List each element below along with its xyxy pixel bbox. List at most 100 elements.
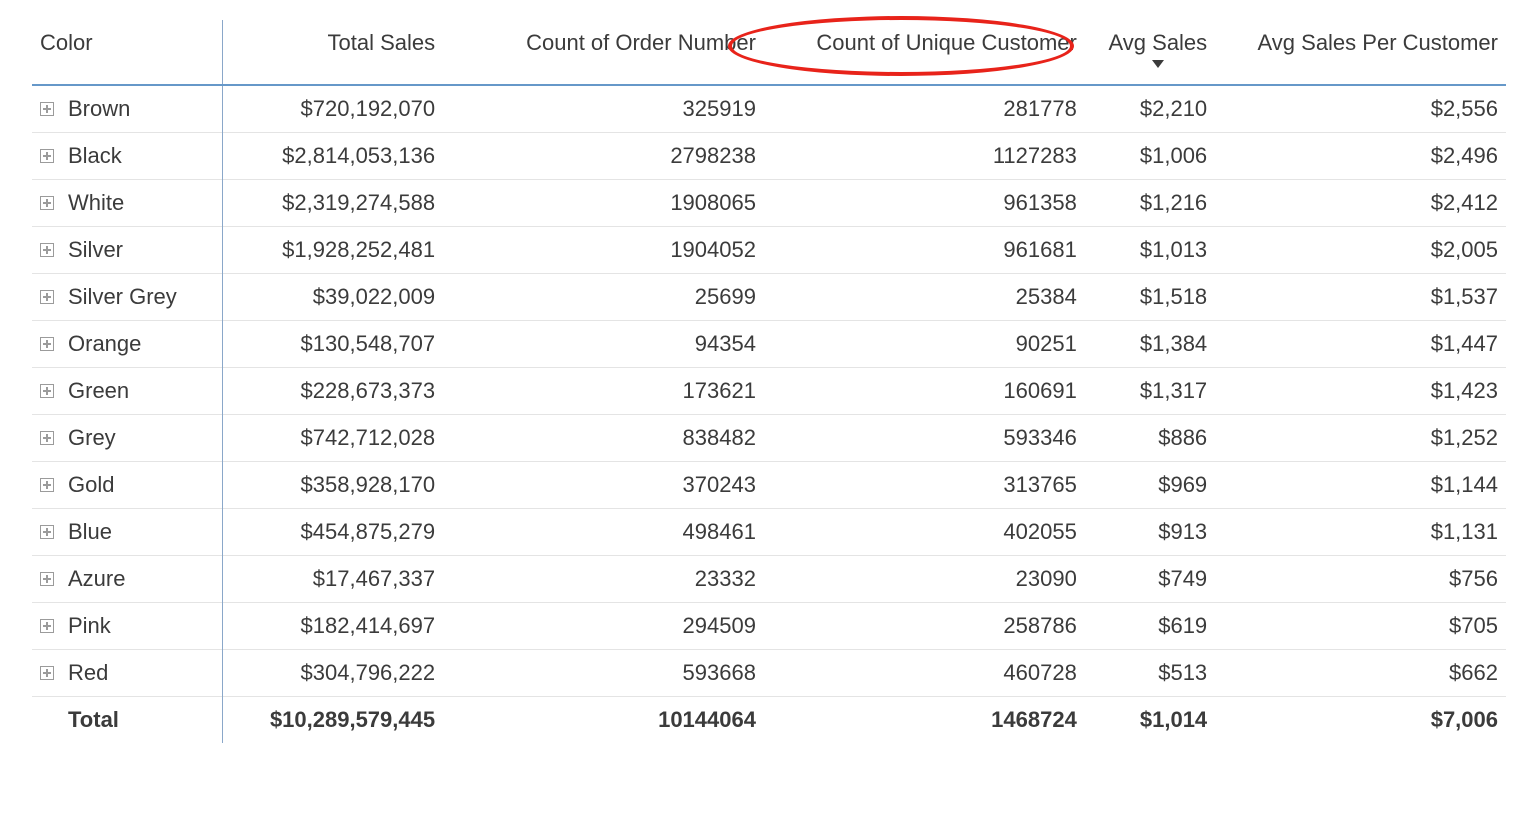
cell-avg-sales: $1,013 [1085, 227, 1215, 274]
table-row[interactable]: Silver Grey$39,022,0092569925384$1,518$1… [32, 274, 1506, 321]
cell-avg-sales-per-customer: $662 [1215, 650, 1506, 697]
row-label-cell[interactable]: Red [32, 650, 223, 697]
table-row[interactable]: Orange$130,548,7079435490251$1,384$1,447 [32, 321, 1506, 368]
row-label: Silver Grey [68, 284, 177, 309]
row-label-cell[interactable]: Green [32, 368, 223, 415]
expand-icon[interactable] [40, 666, 54, 680]
cell-avg-sales-per-customer: $705 [1215, 603, 1506, 650]
row-label-cell[interactable]: Pink [32, 603, 223, 650]
cell-unique-customer: 961358 [764, 180, 1085, 227]
cell-unique-customer: 23090 [764, 556, 1085, 603]
cell-order-count: 2798238 [443, 133, 764, 180]
row-label-cell[interactable]: White [32, 180, 223, 227]
expand-icon[interactable] [40, 149, 54, 163]
table-row[interactable]: Brown$720,192,070325919281778$2,210$2,55… [32, 86, 1506, 133]
cell-avg-sales-per-customer: $1,144 [1215, 462, 1506, 509]
cell-avg-sales: $749 [1085, 556, 1215, 603]
cell-avg-sales: $913 [1085, 509, 1215, 556]
cell-avg-sales: $1,384 [1085, 321, 1215, 368]
header-row: Color Total Sales Count of Order Number … [32, 20, 1506, 85]
cell-total-sales: $17,467,337 [223, 556, 444, 603]
row-label: Pink [68, 613, 111, 638]
cell-total-sales: $1,928,252,481 [223, 227, 444, 274]
cell-total-sales: $130,548,707 [223, 321, 444, 368]
cell-avg-sales: $1,317 [1085, 368, 1215, 415]
cell-avg-sales: $1,006 [1085, 133, 1215, 180]
cell-order-count: 294509 [443, 603, 764, 650]
cell-avg-sales: $969 [1085, 462, 1215, 509]
column-header-order-count[interactable]: Count of Order Number [443, 20, 764, 85]
sort-desc-icon [1152, 60, 1164, 68]
expand-icon[interactable] [40, 619, 54, 633]
table-row[interactable]: Azure$17,467,3372333223090$749$756 [32, 556, 1506, 603]
column-header-avg-sales[interactable]: Avg Sales [1085, 20, 1215, 85]
row-label-cell[interactable]: Silver [32, 227, 223, 274]
cell-total-sales: $2,814,053,136 [223, 133, 444, 180]
sales-matrix-table: Color Total Sales Count of Order Number … [32, 20, 1506, 743]
table-row[interactable]: Blue$454,875,279498461402055$913$1,131 [32, 509, 1506, 556]
cell-total-sales: $304,796,222 [223, 650, 444, 697]
cell-total-sales: $454,875,279 [223, 509, 444, 556]
cell-avg-sales-per-customer: $2,496 [1215, 133, 1506, 180]
expand-icon[interactable] [40, 337, 54, 351]
cell-unique-customer: 1127283 [764, 133, 1085, 180]
row-label: Gold [68, 472, 114, 497]
cell-total-sales: $742,712,028 [223, 415, 444, 462]
cell-order-count: 838482 [443, 415, 764, 462]
table-row[interactable]: White$2,319,274,5881908065961358$1,216$2… [32, 180, 1506, 227]
row-label-cell[interactable]: Brown [32, 86, 223, 133]
expand-icon[interactable] [40, 525, 54, 539]
expand-icon[interactable] [40, 290, 54, 304]
cell-total-sales: $2,319,274,588 [223, 180, 444, 227]
column-header-total-sales[interactable]: Total Sales [223, 20, 444, 85]
cell-order-count: 1908065 [443, 180, 764, 227]
expand-icon[interactable] [40, 102, 54, 116]
table-row[interactable]: Black $2,814,053,13627982381127283$1,006$… [32, 133, 1506, 180]
cell-unique-customer: 25384 [764, 274, 1085, 321]
row-label: Grey [68, 425, 116, 450]
cell-avg-sales: $886 [1085, 415, 1215, 462]
column-header-unique-customer[interactable]: Count of Unique Customer [764, 20, 1085, 85]
row-label-cell[interactable]: Grey [32, 415, 223, 462]
cell-total-sales: $358,928,170 [223, 462, 444, 509]
expand-icon[interactable] [40, 431, 54, 445]
cell-avg-sales-per-customer: $1,447 [1215, 321, 1506, 368]
table-row[interactable]: Silver$1,928,252,4811904052961681$1,013$… [32, 227, 1506, 274]
cell-avg-sales: $1,216 [1085, 180, 1215, 227]
row-label: Black [68, 143, 122, 168]
row-label-cell[interactable]: Silver Grey [32, 274, 223, 321]
cell-order-count: 498461 [443, 509, 764, 556]
expand-icon[interactable] [40, 196, 54, 210]
expand-icon[interactable] [40, 572, 54, 586]
table-row[interactable]: Gold$358,928,170370243313765$969$1,144 [32, 462, 1506, 509]
column-header-avg-sales-per-customer[interactable]: Avg Sales Per Customer [1215, 20, 1506, 85]
cell-order-count: 23332 [443, 556, 764, 603]
row-label: Silver [68, 237, 123, 262]
table-row[interactable]: Green$228,673,373173621160691$1,317$1,42… [32, 368, 1506, 415]
expand-icon[interactable] [40, 384, 54, 398]
cell-avg-sales-per-customer: $1,252 [1215, 415, 1506, 462]
cell-total-sales: $39,022,009 [223, 274, 444, 321]
row-label-cell[interactable]: Black [32, 133, 223, 180]
total-avg-sales: $1,014 [1085, 697, 1215, 744]
row-label-cell[interactable]: Blue [32, 509, 223, 556]
table-row[interactable]: Pink$182,414,697294509258786$619$705 [32, 603, 1506, 650]
row-label-cell[interactable]: Gold [32, 462, 223, 509]
cell-unique-customer: 961681 [764, 227, 1085, 274]
table-row[interactable]: Red$304,796,222593668460728$513$662 [32, 650, 1506, 697]
expand-icon[interactable] [40, 478, 54, 492]
table-row[interactable]: Grey$742,712,028838482593346$886$1,252 [32, 415, 1506, 462]
cell-avg-sales: $2,210 [1085, 86, 1215, 133]
cell-order-count: 94354 [443, 321, 764, 368]
expand-icon[interactable] [40, 243, 54, 257]
row-label-cell[interactable]: Azure [32, 556, 223, 603]
row-label-cell[interactable]: Orange [32, 321, 223, 368]
row-label: Azure [68, 566, 125, 591]
total-row: Total$10,289,579,445101440641468724$1,01… [32, 697, 1506, 744]
cell-unique-customer: 160691 [764, 368, 1085, 415]
column-header-color[interactable]: Color [32, 20, 223, 85]
cell-order-count: 1904052 [443, 227, 764, 274]
cell-unique-customer: 313765 [764, 462, 1085, 509]
row-label: Red [68, 660, 108, 685]
total-avg-sales-per-customer: $7,006 [1215, 697, 1506, 744]
